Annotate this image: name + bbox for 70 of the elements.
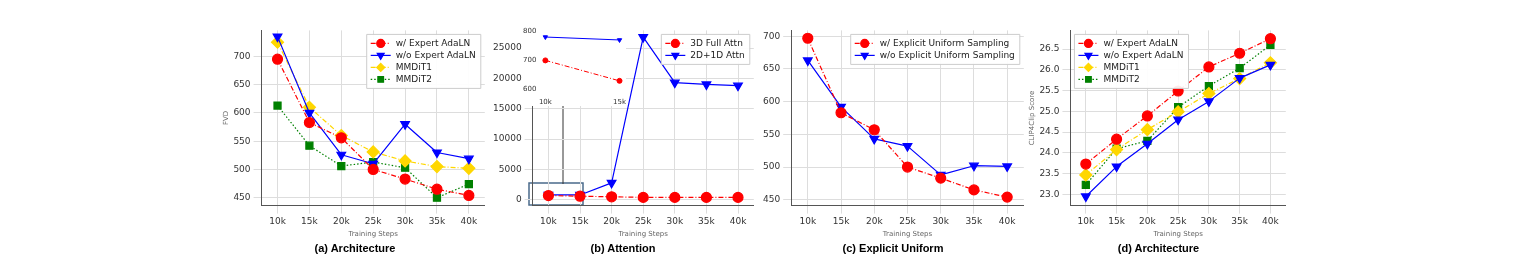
x-tick-label: 30k [396,216,415,227]
x-tick-label: 40k [729,216,748,227]
y-tick-label: 26.5 [1039,43,1060,54]
y-tick-label: 700 [762,30,781,41]
y-tick-label: 10000 [492,133,522,144]
y-tick-label: 500 [762,161,781,172]
y-tick-label: 550 [233,135,251,146]
x-tick-label: 20k [603,216,621,227]
text: (a) Architecture [314,242,396,255]
x-tick-label: 40k [1262,216,1280,227]
x-tick-label: 30k [666,216,684,227]
x-tick-label: 15k [832,216,851,227]
legend-label: w/o Expert AdaLN [1103,49,1184,60]
x-tick-label: 10k [799,216,817,227]
y-tick-label: 24.5 [1039,126,1060,137]
x-tick-label: 35k [428,216,447,227]
legend-label: w/o Explicit Uniform Sampling [879,49,1015,60]
x-tick-label: 10k [269,216,287,227]
y-tick-label: 600 [233,107,251,118]
y-tick-label: 5000 [498,163,522,174]
x-tick-label: 40k [460,216,478,227]
x-tick-label: 10k [540,216,558,227]
legend-label: MMDiT1 [1103,61,1140,72]
text: (b) Attention [590,242,656,255]
x-tick-label: 30k [1200,216,1218,227]
x-tick-label: 25k [899,216,917,227]
y-tick-label: 550 [762,128,781,139]
y-tick-label: 500 [233,163,251,174]
text: (d) Architecture [1117,242,1200,255]
y-tick-label: 24.0 [1039,147,1060,158]
legend-label: w/ Expert AdaLN [1103,37,1179,48]
y-tick-label: 650 [233,79,251,89]
y-tick-label: 650 [762,63,781,74]
y-tick-label: 450 [233,192,251,203]
y-tick-label: 450 [762,194,781,205]
x-tick-label: 15k [571,216,590,227]
y-tick-label: 600 [762,96,781,106]
x-tick-label: 15k [301,216,319,227]
y-tick-label: 23.5 [1039,167,1060,178]
y-tick-label: 15000 [492,103,522,114]
y-tick-label: 0 [515,194,522,205]
x-tick-label: 25k [634,216,653,227]
text: (c) Explicit Uniform [842,242,944,255]
y-tick-label: 23.0 [1039,188,1060,199]
x-tick-label: 20k [1139,216,1157,227]
x-tick-label: 10k [1077,216,1095,227]
x-tick-label: 20k [865,216,884,227]
legend-label: w/o Expert AdaLN [395,49,476,60]
legend-label: MMDiT2 [395,73,432,84]
x-tick-label: 25k [1169,216,1188,227]
y-tick-label: 25.0 [1039,105,1060,116]
x-tick-label: 35k [698,216,716,227]
legend-label: w/ Explicit Uniform Sampling [879,37,1010,48]
legend-label: 3D Full Attn [690,37,743,48]
x-tick-label: 40k [998,216,1017,227]
x-tick-label: 35k [965,216,984,227]
y-tick-label: 700 [233,50,251,61]
y-tick-label: 20000 [492,72,522,83]
y-tick-label: 26.0 [1039,64,1060,75]
x-tick-label: 15k [1108,216,1126,227]
y-tick-label: 25000 [492,42,522,53]
x-tick-label: 25k [364,216,383,227]
x-tick-label: 30k [932,216,950,227]
x-tick-label: 35k [1231,216,1249,227]
legend-label: MMDiT2 [1103,73,1140,84]
legend-label: w/ Expert AdaLN [395,37,471,48]
x-tick-label: 20k [332,216,351,227]
legend-label: 2D+1D Attn [690,49,745,60]
y-tick-label: 25.5 [1039,84,1060,95]
legend-label: MMDiT1 [395,61,432,72]
